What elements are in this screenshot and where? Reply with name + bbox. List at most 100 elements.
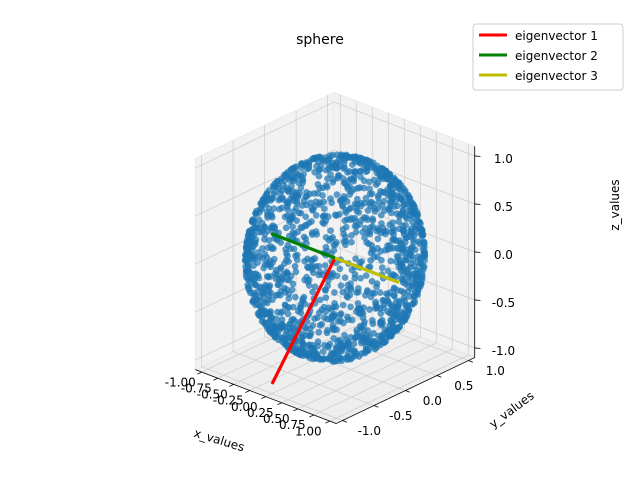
scatter-point: [300, 233, 308, 241]
y-tick-mark: [405, 390, 411, 393]
scatter-point: [409, 256, 417, 264]
scatter-point: [258, 205, 266, 213]
scatter-point: [352, 255, 360, 263]
scatter-point: [373, 283, 380, 291]
scatter-point: [250, 289, 258, 297]
legend-frame: [472, 23, 624, 91]
scatter-point: [415, 218, 423, 225]
scatter-point: [327, 227, 335, 235]
x-tick-label: 1.00: [295, 424, 322, 438]
x-tick-mark: [229, 383, 234, 387]
scatter-point: [316, 153, 324, 161]
scatter-point: [336, 265, 344, 273]
z-tick-label: -1.0: [492, 344, 515, 358]
scatter-point: [252, 209, 260, 217]
scatter-point: [361, 291, 369, 299]
scatter-point: [277, 239, 285, 246]
scatter-point: [315, 172, 323, 180]
scatter-point: [272, 182, 280, 190]
scatter-point: [387, 317, 395, 325]
scatter-point: [378, 264, 386, 272]
scatter-point: [411, 262, 419, 270]
scatter-point: [281, 301, 289, 309]
scatter-point: [389, 236, 397, 244]
legend-label-1: eigenvector 1: [515, 29, 598, 43]
scatter-point: [309, 321, 317, 329]
scatter-point: [322, 294, 330, 302]
scatter-point: [339, 288, 347, 296]
scatter-point: [288, 182, 295, 190]
legend-label-3: eigenvector 3: [515, 69, 598, 83]
scatter-point: [354, 299, 362, 307]
scatter-point: [260, 235, 268, 243]
scatter-point: [327, 195, 334, 203]
scatter-point: [276, 205, 284, 213]
scatter-point: [340, 165, 348, 172]
scatter-point: [263, 299, 271, 307]
scatter-point: [416, 254, 424, 262]
scatter-point: [308, 229, 316, 237]
scatter-point: [301, 276, 309, 284]
scatter-point: [387, 192, 394, 200]
scatter-point: [402, 213, 410, 221]
eigenvector-line-3: [334, 256, 400, 284]
scatter-point: [278, 316, 286, 324]
scatter-point: [266, 309, 274, 317]
scatter-point: [309, 288, 317, 296]
scatter-point: [337, 152, 345, 160]
scatter-point: [341, 331, 348, 339]
scatter-point: [380, 227, 388, 235]
scatter-point: [362, 272, 370, 280]
scatter-point: [401, 189, 409, 197]
grid-line-z-left: [195, 101, 335, 169]
scatter-point: [314, 314, 321, 322]
scatter-point: [275, 281, 283, 289]
z-tick-label: 1.0: [494, 152, 513, 166]
y-tick-mark: [373, 405, 379, 408]
x-tick-mark: [277, 402, 282, 406]
scatter-point: [365, 178, 373, 186]
scatter-point: [330, 334, 338, 342]
y-tick-mark: [468, 360, 474, 363]
x-axis-line: [195, 369, 337, 424]
scatter-point: [419, 245, 427, 253]
chart-title: sphere: [296, 32, 344, 48]
scatter-point: [369, 217, 377, 225]
scatter-point: [393, 252, 401, 260]
scatter-point: [263, 208, 271, 216]
scatter-point: [270, 244, 277, 252]
scatter-point: [377, 211, 385, 219]
scatter-point: [298, 164, 306, 172]
scatter-point: [323, 329, 331, 337]
scatter-point: [281, 288, 289, 296]
x-tick-label: 0.25: [247, 406, 274, 420]
scatter-point: [292, 252, 299, 260]
scatter-point: [334, 317, 342, 325]
scatter-point: [348, 231, 355, 239]
scatter-point: [314, 180, 322, 188]
grid-line-y-floor: [327, 306, 469, 361]
scatter-point: [398, 275, 406, 283]
x-tick-label: 0.75: [279, 418, 306, 432]
scatter-point: [254, 259, 262, 267]
scatter-point: [402, 221, 410, 229]
scatter-point: [368, 277, 376, 285]
scatter-point: [376, 173, 384, 181]
scatter-point: [250, 218, 258, 226]
scatter-point: [328, 349, 336, 357]
scatter-point: [397, 287, 405, 295]
scatter-point: [302, 188, 310, 196]
scatter-point: [364, 207, 372, 214]
scatter-point: [269, 296, 276, 304]
scatter-point: [390, 292, 398, 300]
scatter-point: [350, 172, 358, 180]
scatter-point: [333, 191, 341, 199]
scatter-point: [339, 301, 347, 309]
z-axis-label: z_values: [608, 179, 622, 230]
scatter-point: [331, 211, 339, 219]
scatter-point: [322, 308, 330, 315]
scatter-point: [321, 286, 329, 294]
scatter-point: [307, 199, 314, 207]
scatter-point: [316, 296, 324, 304]
